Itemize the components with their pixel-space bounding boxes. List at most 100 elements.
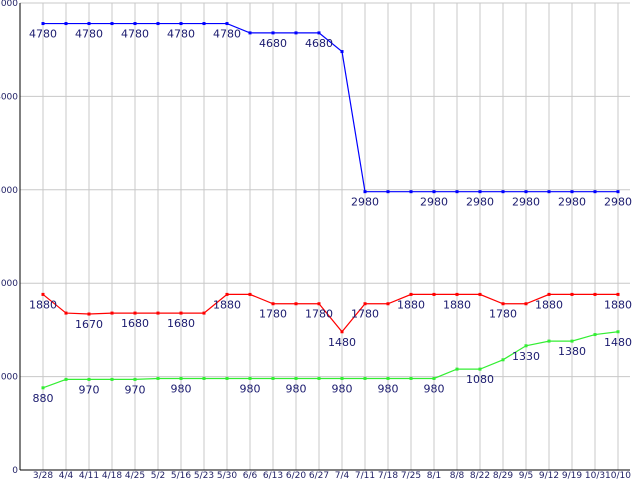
series-point bbox=[202, 376, 206, 380]
series-point bbox=[156, 376, 160, 380]
series-point bbox=[87, 377, 91, 381]
data-label: 980 bbox=[240, 382, 261, 395]
series-point bbox=[570, 339, 574, 343]
series-point bbox=[133, 377, 137, 381]
x-tick-label: 5/2 bbox=[151, 471, 165, 480]
data-label: 970 bbox=[125, 383, 146, 396]
data-label: 1880 bbox=[397, 298, 425, 311]
series-point bbox=[225, 376, 229, 380]
series-line-1 bbox=[42, 293, 618, 333]
y-tick-label: 2000 bbox=[0, 279, 18, 289]
data-label: 1480 bbox=[604, 336, 632, 349]
series-point bbox=[317, 376, 321, 380]
data-label: 980 bbox=[332, 382, 353, 395]
y-tick-label: 1000 bbox=[0, 373, 18, 383]
data-label: 1680 bbox=[167, 317, 195, 330]
data-label: 4780 bbox=[167, 28, 195, 41]
data-label: 4680 bbox=[259, 37, 287, 50]
data-label: 980 bbox=[378, 382, 399, 395]
data-label: 1670 bbox=[75, 318, 103, 331]
data-label: 2980 bbox=[351, 196, 379, 209]
series-point bbox=[570, 292, 574, 296]
x-tick-label: 4/11 bbox=[79, 471, 99, 480]
data-label: 1330 bbox=[512, 350, 540, 363]
series-point bbox=[317, 31, 321, 35]
series-point bbox=[478, 367, 482, 371]
data-label: 1880 bbox=[213, 298, 241, 311]
x-tick-label: 9/19 bbox=[562, 471, 582, 480]
series-point bbox=[386, 190, 390, 194]
y-tick-label: 3000 bbox=[0, 186, 18, 196]
x-tick-label: 10/10 bbox=[605, 471, 631, 480]
series-point bbox=[202, 22, 206, 26]
series-point bbox=[271, 302, 275, 306]
data-label: 1880 bbox=[29, 298, 57, 311]
series-point bbox=[386, 302, 390, 306]
x-tick-label: 8/29 bbox=[493, 471, 513, 480]
series-point bbox=[547, 339, 551, 343]
series-point bbox=[110, 377, 114, 381]
x-tick-label: 9/5 bbox=[519, 471, 533, 480]
data-label: 1880 bbox=[604, 298, 632, 311]
series-point bbox=[156, 311, 160, 315]
series-point bbox=[271, 376, 275, 380]
data-label: 970 bbox=[79, 383, 100, 396]
data-label: 4780 bbox=[29, 28, 57, 41]
series-point bbox=[340, 330, 344, 334]
series-point bbox=[41, 292, 45, 296]
series-point bbox=[432, 376, 436, 380]
x-tick-label: 4/18 bbox=[102, 471, 122, 480]
series-point bbox=[317, 302, 321, 306]
series-point bbox=[179, 376, 183, 380]
data-label: 2980 bbox=[558, 196, 586, 209]
series-point bbox=[501, 358, 505, 362]
series-point bbox=[248, 31, 252, 35]
series-point bbox=[156, 22, 160, 26]
x-tick-labels: 3/28 4/4 4/11 4/18 4/25 5/2 5/16 5/23 5/30 6/6 6/1… bbox=[33, 471, 631, 480]
series-point bbox=[386, 376, 390, 380]
grid-lines bbox=[20, 2, 630, 470]
x-tick-label: 9/12 bbox=[539, 471, 559, 480]
series-point bbox=[455, 367, 459, 371]
series-point bbox=[248, 376, 252, 380]
series-point bbox=[524, 344, 528, 348]
x-tick-label: 4/4 bbox=[59, 471, 74, 480]
data-label: 980 bbox=[171, 382, 192, 395]
series-point bbox=[248, 292, 252, 296]
series-point bbox=[133, 22, 137, 26]
series-point bbox=[225, 22, 229, 26]
series-point bbox=[294, 376, 298, 380]
series-point bbox=[524, 302, 528, 306]
x-tick-label: 5/23 bbox=[194, 471, 214, 480]
series-point bbox=[432, 292, 436, 296]
data-label: 980 bbox=[424, 382, 445, 395]
data-label: 1880 bbox=[443, 298, 471, 311]
x-tick-label: 3/28 bbox=[33, 471, 53, 480]
series-point bbox=[87, 22, 91, 26]
series-lines bbox=[42, 22, 619, 389]
x-tick-label: 8/8 bbox=[450, 471, 465, 480]
x-tick-label: 7/25 bbox=[401, 471, 421, 480]
series-point bbox=[41, 386, 45, 390]
series-point bbox=[547, 292, 551, 296]
series-line-0 bbox=[43, 22, 618, 193]
data-label: 1780 bbox=[259, 308, 287, 321]
series-point bbox=[409, 190, 413, 194]
data-label: 880 bbox=[33, 392, 54, 405]
x-tick-label: 7/18 bbox=[378, 471, 398, 480]
series-line-2 bbox=[42, 331, 619, 389]
series-point bbox=[547, 190, 551, 194]
series-point bbox=[478, 190, 482, 194]
series-point bbox=[409, 376, 413, 380]
series-point bbox=[41, 22, 45, 26]
series-point bbox=[570, 190, 574, 194]
data-label: 2980 bbox=[420, 196, 448, 209]
x-tick-label: 8/22 bbox=[470, 471, 490, 480]
y-tick-label: 4000 bbox=[0, 92, 18, 102]
x-tick-label: 10/3 bbox=[585, 471, 605, 480]
data-label: 2980 bbox=[604, 196, 632, 209]
series-point bbox=[294, 302, 298, 306]
series-point bbox=[110, 311, 114, 315]
data-label: 1780 bbox=[305, 308, 333, 321]
